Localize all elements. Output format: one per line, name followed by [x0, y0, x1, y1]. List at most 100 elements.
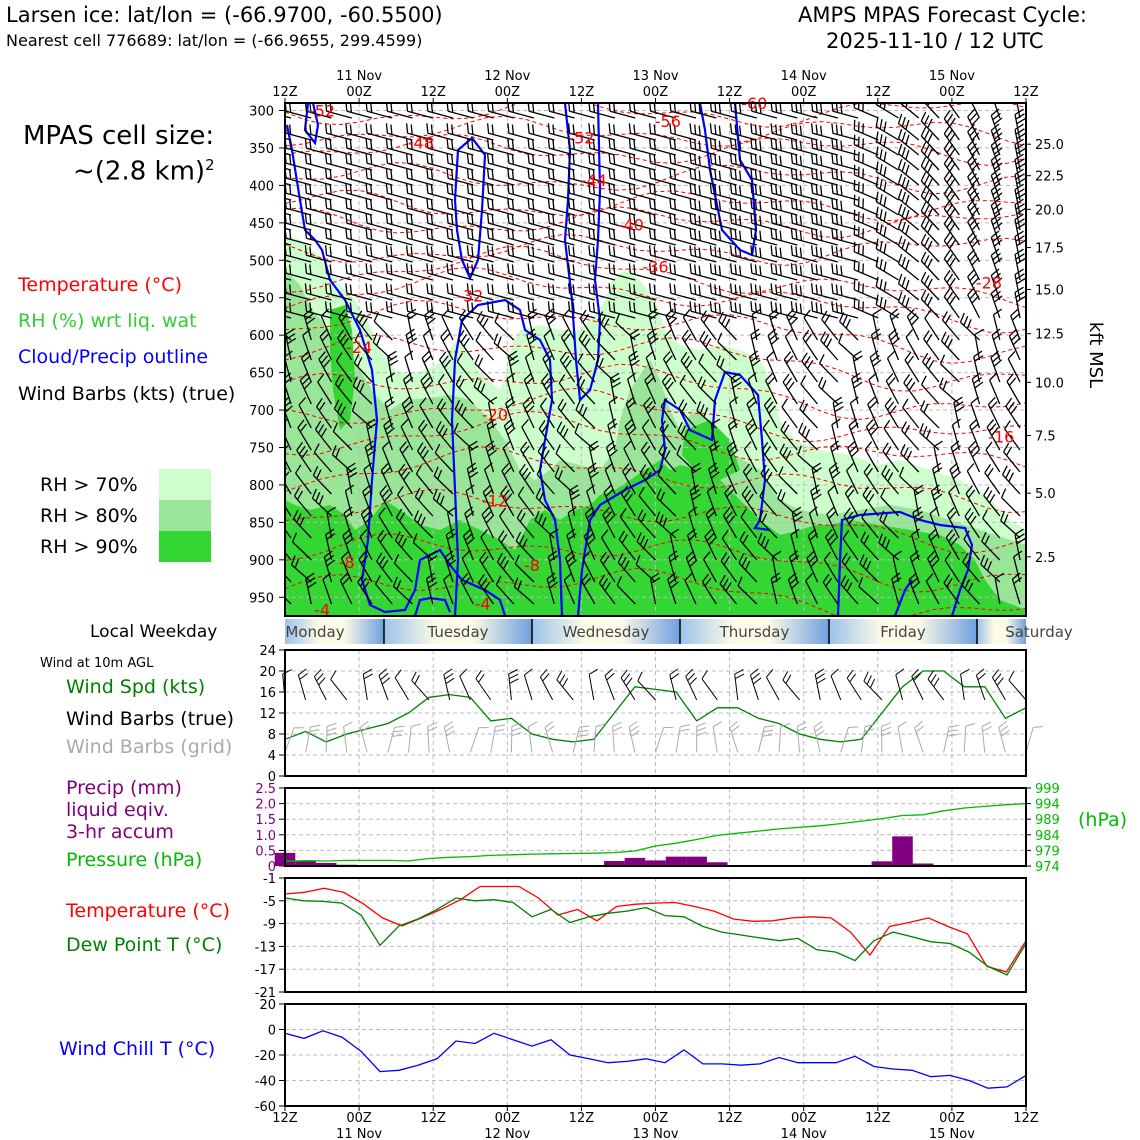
wind-barb: [925, 573, 940, 605]
wind-barb: [305, 572, 317, 605]
wind-barb: [879, 510, 899, 539]
title-right-line2: 2025-11-10 / 12 UTC: [826, 29, 1044, 53]
wind-barb: [863, 671, 883, 701]
wind-barb: [649, 103, 676, 119]
wind-barb: [426, 213, 454, 231]
wind-barb: [998, 720, 1010, 753]
wind-barb: [709, 245, 737, 263]
legend-barbs: Wind Barbs (kts) (true): [18, 383, 236, 405]
cloud-outline-2: [303, 103, 320, 146]
wind-barb: [304, 283, 332, 301]
wind-barb: [903, 374, 920, 405]
wind-barb: [567, 153, 595, 171]
wind-barb: [507, 213, 535, 231]
temperature-label: -40: [618, 215, 644, 234]
wind-barb: [681, 329, 697, 361]
wind-barb: [527, 168, 555, 186]
wind-barb: [688, 506, 698, 539]
wind-barb: [709, 103, 737, 119]
wind-barb: [588, 168, 616, 186]
wind-barb: [345, 198, 373, 216]
wind-barb: [841, 552, 859, 583]
wind-barb: [920, 216, 940, 246]
wind-barb: [285, 528, 292, 539]
wind-barb: [720, 552, 738, 583]
wind-barb: [771, 550, 782, 583]
wind-barb: [790, 213, 818, 231]
wind-barb: [985, 441, 1001, 473]
wind-barb: [790, 228, 818, 246]
wind-barb: [852, 350, 863, 383]
wind-barb: [588, 263, 616, 281]
wind-barb: [790, 263, 818, 281]
wind-barb: [899, 466, 920, 495]
subtitle-left: Nearest cell 776689: lat/lon = (-66.9655…: [6, 31, 423, 50]
wind-barb: [734, 668, 745, 700]
wind-barb: [385, 103, 413, 119]
wind-barb: [313, 668, 327, 701]
wind-barb: [669, 183, 697, 201]
rh70-swatch: [159, 469, 211, 500]
wind-barb: [971, 103, 981, 119]
wind-barb: [521, 419, 535, 451]
wind-barb: [810, 213, 838, 231]
wind-barb: [405, 183, 433, 201]
wind-barb: [628, 198, 656, 216]
wind-barb: [325, 528, 336, 561]
wind-barb: [365, 263, 393, 281]
wind-barb: [830, 668, 842, 701]
wind-barb: [719, 574, 738, 605]
wind-barb: [648, 123, 676, 141]
precip-label-3: 3-hr accum: [66, 821, 174, 843]
wind-barb: [588, 213, 616, 231]
wind-barb: [875, 103, 899, 119]
wind-barb: [365, 123, 393, 141]
temp-label: Temperature (°C): [66, 900, 230, 922]
wind-barb: [539, 669, 554, 701]
wind-barb: [296, 441, 312, 473]
wind-barb: [628, 263, 656, 281]
wind-barb: [862, 486, 879, 517]
wind-barb: [446, 168, 474, 186]
cloud-outline-10: [893, 579, 913, 616]
wind-barb: [669, 153, 697, 171]
legend-rh70: RH > 70%: [40, 474, 138, 496]
wind-barb: [365, 301, 393, 319]
kft-tick-label: 15.0: [1035, 283, 1064, 298]
wind-barb: [910, 528, 920, 561]
wind-barb: [959, 312, 980, 341]
wind-barb: [446, 198, 474, 216]
wind-barb: [967, 153, 981, 186]
wind-barb: [648, 263, 676, 281]
wind-barb: [319, 328, 333, 361]
wind-barb: [414, 487, 434, 517]
wind-barb: [547, 153, 575, 171]
wind-barb: [730, 103, 757, 119]
wind-barb: [880, 487, 899, 517]
wind-barb: [595, 354, 616, 383]
panel-frame: [284, 877, 1027, 993]
wind-barb: [588, 283, 616, 301]
wind-barb: [729, 245, 757, 263]
wind-barb: [1000, 511, 1021, 539]
wind-barb: [832, 396, 844, 429]
wind-barb: [750, 263, 778, 281]
wind-barb: [466, 123, 494, 141]
wind-barb: [324, 123, 352, 141]
wind-barb: [766, 350, 778, 383]
time-tick-label: 12Z: [865, 85, 891, 100]
wind-barb: [725, 462, 738, 495]
wind-barb: [575, 400, 596, 429]
wind-barb: [564, 550, 577, 583]
wind-barb: [507, 283, 535, 301]
wind-barb: [853, 179, 879, 201]
weekday-label-friday: Friday: [880, 623, 926, 641]
y-tick-label: 0: [268, 860, 276, 875]
wind-barb: [1010, 308, 1021, 341]
wind-barb: [609, 372, 622, 405]
wind-barb: [304, 228, 332, 246]
time-tick-label: 12Z: [569, 85, 595, 100]
wind-barb: [964, 507, 981, 539]
wind-barb: [582, 550, 596, 583]
temperature-label: -52: [309, 101, 335, 120]
